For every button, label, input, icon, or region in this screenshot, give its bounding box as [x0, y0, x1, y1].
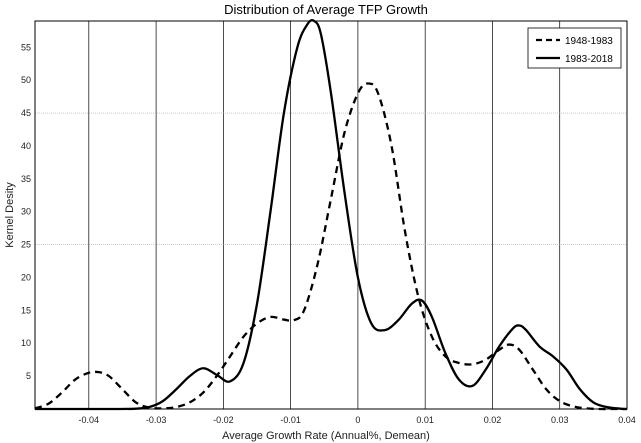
series-lines [34, 19, 628, 411]
tick-labels: -0.04 -0.03 -0.02 -0.01 0 0.01 0.02 0.03 0.04 5 10… [21, 42, 636, 425]
x-tick-label: 0.04 [618, 415, 636, 425]
series-line-1983-2018 [35, 19, 628, 411]
x-tick-label: 0.03 [551, 415, 569, 425]
chart-title: Distribution of Average TFP Growth [224, 2, 428, 17]
y-tick-label: 55 [21, 42, 31, 52]
y-tick-label: 25 [21, 240, 31, 250]
x-tick-label: 0.02 [484, 415, 502, 425]
y-tick-label: 10 [21, 338, 31, 348]
y-tick-label: 15 [21, 305, 31, 315]
x-tick-label: -0.03 [146, 415, 167, 425]
legend-box [527, 27, 622, 69]
x-tick-label: -0.02 [213, 415, 234, 425]
legend: 1948-1983 1983-2018 [527, 27, 622, 69]
y-tick-label: 45 [21, 108, 31, 118]
y-tick-label: 5 [26, 371, 31, 381]
legend-label-1983-2018: 1983-2018 [565, 54, 613, 65]
x-axis-title: Average Growth Rate (Annual%, Demean) [222, 430, 430, 442]
plot-frame [34, 20, 628, 410]
x-tick-label: 0 [355, 415, 360, 425]
y-axis-title: Kernel Desity [4, 182, 16, 248]
y-tick-label: 35 [21, 174, 31, 184]
legend-label-1948-1983: 1948-1983 [565, 36, 613, 47]
y-tick-label: 20 [21, 272, 31, 282]
series-line-1948-1983 [34, 82, 627, 411]
x-tick-label: -0.01 [280, 415, 301, 425]
x-tick-label: 0.01 [416, 415, 434, 425]
gridlines [35, 21, 627, 409]
y-tick-label: 30 [21, 207, 31, 217]
y-tick-label: 50 [21, 75, 31, 85]
y-tick-label: 40 [21, 141, 31, 151]
x-tick-label: -0.04 [79, 415, 100, 425]
